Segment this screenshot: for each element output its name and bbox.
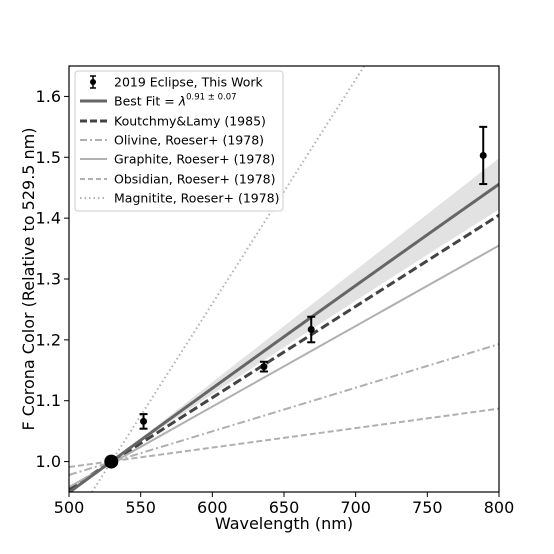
data-point bbox=[479, 151, 487, 159]
legend-label-olivine: Olivine, Roeser+ (1978) bbox=[114, 133, 264, 148]
y-tick-label: 1.6 bbox=[36, 87, 61, 106]
x-tick-label: 550 bbox=[125, 498, 156, 517]
data-point bbox=[140, 417, 148, 425]
legend-box bbox=[74, 70, 284, 212]
data-point bbox=[260, 363, 268, 371]
magnitite-line bbox=[91, 66, 366, 492]
legend-entry-best-fit: Best Fit = λ0.91 ± 0.07 bbox=[80, 93, 237, 109]
y-axis-label: F Corona Color (Relative to 529.5 nm) bbox=[19, 127, 38, 430]
x-axis-ticks: 500 550 600 650 700 750 800 bbox=[54, 492, 515, 517]
y-tick-label: 1.4 bbox=[36, 209, 61, 228]
plot-area bbox=[69, 66, 499, 492]
legend-entry-obsidian: Obsidian, Roeser+ (1978) bbox=[80, 172, 276, 187]
observation-point bbox=[259, 360, 268, 373]
legend-entry-graphite: Graphite, Roeser+ (1978) bbox=[80, 152, 275, 167]
observation-point bbox=[307, 315, 316, 344]
legend-entry-koutchmy-lamy: Koutchmy&Lamy (1985) bbox=[80, 114, 266, 129]
legend-best-fit-symbol: λ bbox=[178, 94, 186, 109]
x-tick-label: 600 bbox=[197, 498, 228, 517]
legend-label-obsidian: Obsidian, Roeser+ (1978) bbox=[114, 172, 276, 187]
legend-label-best-fit: Best Fit = λ0.91 ± 0.07 bbox=[114, 93, 237, 109]
x-axis-label: Wavelength (nm) bbox=[215, 514, 353, 533]
y-axis-ticks: 1.0 1.1 1.2 1.3 1.4 1.5 1.6 bbox=[36, 87, 69, 471]
x-tick-label: 750 bbox=[412, 498, 443, 517]
best-fit-line bbox=[69, 182, 499, 492]
observation-point bbox=[479, 125, 488, 186]
obsidian-line bbox=[69, 407, 499, 469]
legend-label-observations: 2019 Eclipse, This Work bbox=[114, 75, 264, 90]
koutchmy-lamy-line bbox=[69, 213, 499, 491]
reference-point bbox=[104, 454, 119, 469]
legend-label-magnitite: Magnitite, Roeser+ (1978) bbox=[114, 191, 280, 206]
observation-point bbox=[139, 413, 148, 430]
legend-entry-olivine: Olivine, Roeser+ (1978) bbox=[80, 133, 264, 148]
x-tick-label: 500 bbox=[54, 498, 85, 517]
x-tick-label: 800 bbox=[484, 498, 515, 517]
y-tick-label: 1.3 bbox=[36, 270, 61, 289]
legend-entry-observations: 2019 Eclipse, This Work bbox=[90, 75, 264, 90]
legend-best-fit-prefix: Best Fit = bbox=[114, 94, 179, 109]
graphite-line bbox=[69, 244, 499, 489]
observation-points bbox=[139, 125, 488, 430]
y-tick-label: 1.0 bbox=[36, 452, 61, 471]
y-tick-label: 1.5 bbox=[36, 148, 61, 167]
y-tick-label: 1.2 bbox=[36, 330, 61, 349]
legend-point-icon bbox=[90, 79, 96, 85]
y-tick-label: 1.1 bbox=[36, 391, 61, 410]
x-tick-label: 700 bbox=[340, 498, 371, 517]
data-point bbox=[307, 326, 315, 334]
legend-entry-magnitite: Magnitite, Roeser+ (1978) bbox=[80, 191, 280, 206]
olivine-line bbox=[69, 343, 499, 476]
legend-best-fit-exponent: 0.91 ± 0.07 bbox=[186, 93, 236, 103]
legend-label-koutchmy-lamy: Koutchmy&Lamy (1985) bbox=[114, 114, 266, 129]
legend: 2019 Eclipse, This Work Best Fit = λ0.91… bbox=[74, 70, 284, 212]
x-tick-label: 650 bbox=[269, 498, 300, 517]
legend-label-graphite: Graphite, Roeser+ (1978) bbox=[114, 152, 275, 167]
